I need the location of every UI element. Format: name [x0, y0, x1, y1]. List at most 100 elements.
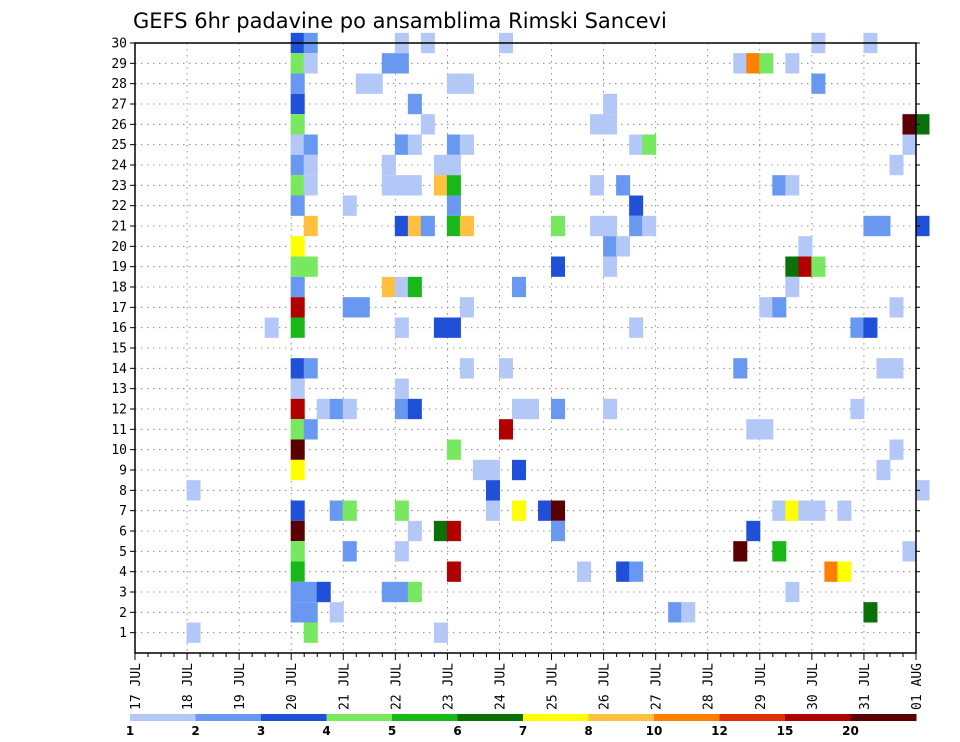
y-tick-label: 1	[119, 626, 127, 641]
x-tick-label: 27 JUL	[650, 663, 665, 710]
heatmap-cell	[772, 297, 787, 318]
heatmap-cell	[616, 561, 631, 582]
y-tick-label: 26	[111, 118, 127, 133]
heatmap-cell	[850, 317, 865, 338]
y-tick-label: 4	[119, 565, 127, 580]
heatmap-cell	[733, 53, 748, 74]
heatmap-cell	[772, 541, 787, 562]
colorbar-label: 7	[519, 724, 527, 738]
heatmap-cell	[303, 256, 318, 277]
heatmap-cell	[876, 358, 891, 379]
heatmap-cell	[459, 297, 474, 318]
heatmap-cell	[603, 114, 618, 135]
heatmap-cell	[863, 317, 878, 338]
y-axis: 1234567891011121314151617181920212223242…	[111, 37, 920, 641]
heatmap-cell	[433, 175, 448, 196]
heatmap-cell	[342, 297, 357, 318]
heatmap-cell	[551, 398, 566, 420]
y-tick-label: 18	[111, 281, 127, 296]
colorbar-segment	[130, 714, 196, 721]
heatmap-cell	[798, 500, 813, 521]
heatmap-cell	[342, 500, 357, 521]
heatmap-cell	[394, 581, 409, 603]
heatmap-cell	[290, 541, 305, 562]
heatmap-cell	[876, 459, 891, 481]
heatmap-cell	[629, 215, 644, 237]
y-tick-label: 14	[111, 362, 127, 377]
heatmap-cell	[290, 53, 305, 74]
colorbar-label: 6	[453, 724, 461, 738]
x-tick-label: 26 JUL	[598, 663, 613, 710]
heatmap-cell	[407, 398, 422, 420]
y-tick-label: 5	[119, 545, 127, 560]
colorbar-label: 1	[126, 724, 134, 738]
heatmap-cell	[290, 439, 305, 460]
heatmap-cell	[290, 256, 305, 277]
heatmap-cell	[798, 256, 813, 277]
heatmap-cell	[381, 53, 396, 74]
heatmap-cell	[329, 500, 344, 521]
heatmap-cell	[446, 195, 461, 216]
heatmap-cell	[811, 73, 826, 94]
heatmap-cell	[316, 398, 331, 420]
heatmap-cell	[837, 561, 852, 582]
data-cells	[186, 32, 930, 643]
heatmap-cell	[498, 419, 513, 440]
heatmap-cell	[863, 602, 878, 623]
heatmap-cell	[746, 53, 761, 74]
heatmap-cell	[290, 154, 305, 176]
colorbar-label: 5	[388, 724, 396, 738]
heatmap-cell	[290, 358, 305, 379]
heatmap-cell	[407, 93, 422, 115]
heatmap-cell	[394, 398, 409, 420]
colorbar-label: 3	[257, 724, 265, 738]
heatmap-cell	[915, 215, 930, 237]
heatmap-cell	[290, 398, 305, 420]
colorbar-segment	[392, 714, 458, 721]
heatmap-cell	[759, 419, 774, 440]
heatmap-cell	[446, 175, 461, 196]
heatmap-cell	[290, 236, 305, 257]
colorbar-segment	[326, 714, 393, 721]
heatmap-cell	[681, 602, 696, 623]
x-tick-label: 31 JUL	[858, 663, 873, 710]
heatmap-cell	[303, 175, 318, 196]
heatmap-cell	[407, 175, 422, 196]
colorbar: 1 2 3 4 5 6 7 8 10 12 15 20	[126, 714, 917, 738]
y-tick-label: 3	[119, 586, 127, 601]
heatmap-cell	[511, 500, 526, 521]
heatmap-cell	[407, 215, 422, 237]
heatmap-cell	[629, 317, 644, 338]
heatmap-cell	[459, 134, 474, 155]
heatmap-cell	[511, 398, 526, 420]
heatmap-cell	[186, 480, 201, 501]
x-tick-label: 01 AUG	[910, 663, 925, 710]
heatmap-cell	[290, 195, 305, 216]
y-tick-label: 13	[111, 382, 127, 397]
heatmap-cell	[590, 215, 605, 237]
heatmap-cell	[407, 134, 422, 155]
heatmap-cell	[394, 276, 409, 298]
heatmap-cell	[902, 541, 917, 562]
heatmap-cell	[290, 317, 305, 338]
heatmap-cell	[290, 419, 305, 440]
y-tick-label: 25	[111, 138, 127, 153]
heatmap-cell	[446, 154, 461, 176]
heatmap-cell	[668, 602, 683, 623]
heatmap-cell	[407, 520, 422, 542]
heatmap-cell	[394, 175, 409, 196]
heatmap-cell	[733, 358, 748, 379]
heatmap-cell	[420, 114, 435, 135]
x-axis: 17 JUL 18 JUL 19 JUL 20 JUL 21 JUL 22 JUL 23 J…	[129, 653, 925, 710]
y-tick-label: 6	[119, 525, 127, 540]
heatmap-cell	[303, 134, 318, 155]
heatmap-cell	[316, 581, 331, 603]
heatmap-cell	[290, 175, 305, 196]
y-tick-label: 20	[111, 240, 127, 255]
y-tick-label: 7	[119, 504, 127, 519]
heatmap-cell	[642, 134, 657, 155]
heatmap-cell	[290, 581, 305, 603]
x-tick-label: 29 JUL	[754, 663, 769, 710]
chart-title: GEFS 6hr padavine po ansamblima Rimski S…	[133, 9, 667, 33]
